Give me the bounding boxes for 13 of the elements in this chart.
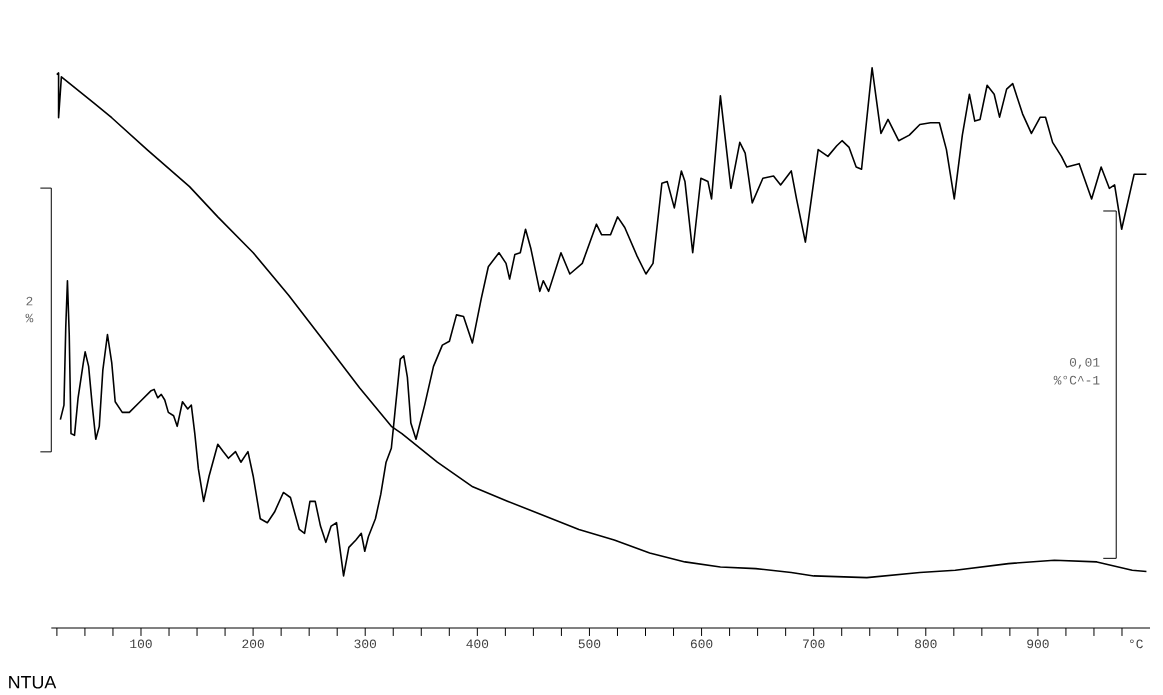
x-tick-label: 900 xyxy=(1027,639,1049,649)
x-tick-label: 500 xyxy=(578,639,601,649)
text: NTUA xyxy=(9,676,57,689)
x-tick-label: 300 xyxy=(354,639,377,649)
x-tick-label: 200 xyxy=(242,639,264,649)
x-tick-label: 600 xyxy=(690,639,713,649)
x-tick-label: 700 xyxy=(803,639,825,649)
x-tick-label: 400 xyxy=(466,639,489,649)
x-tick-label: 100 xyxy=(130,639,152,649)
x-axis-title: °C xyxy=(1130,639,1143,649)
text: 2 % xyxy=(25,296,34,323)
annotation: 0,01 %°C^-1 xyxy=(1053,358,1100,385)
x-tick-label: 800 xyxy=(915,639,937,649)
